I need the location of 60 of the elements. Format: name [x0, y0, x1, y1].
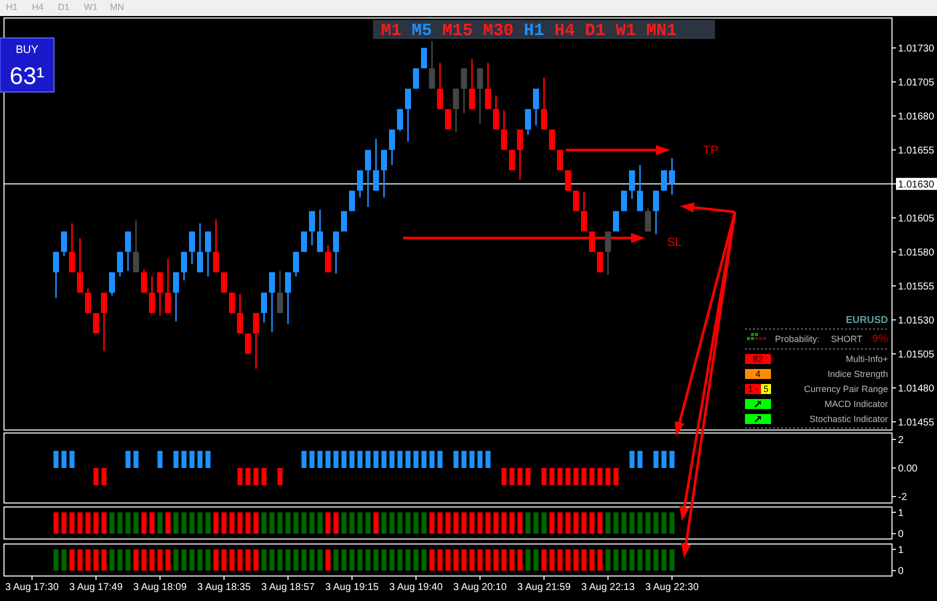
x-tick-label: 3 Aug 22:13: [581, 582, 636, 593]
x-tick-label: 3 Aug 20:10: [453, 582, 508, 593]
text: MN: [110, 2, 124, 12]
x-tick-label: 3 Aug 18:57: [261, 582, 316, 593]
y-tick-label: 1.01655: [898, 145, 935, 156]
annotation: M15: [442, 22, 473, 41]
y-tick-label: 1.01605: [898, 213, 935, 224]
text: D1: [58, 2, 70, 12]
annotation: Currency Pair Range: [804, 384, 888, 394]
annotation: H4: [554, 22, 575, 41]
annotation: Indice Strength: [827, 369, 888, 379]
annotation: 4: [755, 369, 761, 379]
annotation: Probability:: [775, 334, 820, 344]
annotation: 82: [752, 354, 764, 364]
annotation: BUY: [16, 44, 39, 56]
y-tick-label: 0: [898, 566, 904, 578]
annotation: M30: [483, 22, 514, 41]
annotation: Multi-Info+: [846, 354, 888, 364]
text: H4: [32, 2, 44, 12]
x-tick-label: 3 Aug 19:15: [325, 582, 380, 593]
text: H1: [6, 2, 18, 12]
y-tick-label: 1.01580: [898, 247, 935, 258]
annotation: W1: [616, 22, 636, 41]
annotation: EURUSD: [846, 315, 888, 326]
x-tick-label: 3 Aug 21:59: [517, 582, 572, 593]
y-tick-label: 1.01705: [898, 77, 935, 88]
annotation: 1 -: [748, 384, 758, 394]
annotation: Stochastic Indicator: [809, 414, 888, 424]
y-tick-label: 1.01680: [898, 111, 935, 122]
x-tick-label: 3 Aug 18:09: [133, 582, 188, 593]
annotation: M1: [381, 22, 402, 41]
annotation: 9%: [872, 333, 888, 345]
y-tick-label: 1.01480: [898, 383, 935, 394]
x-tick-label: 3 Aug 17:49: [69, 582, 124, 593]
y-tick-label: 1.01555: [898, 281, 935, 292]
y-tick-label: 0: [898, 529, 904, 540]
annotation: M5: [412, 22, 432, 41]
x-tick-label: 3 Aug 17:30: [5, 582, 60, 593]
y-tick-label: -2: [898, 492, 908, 504]
y-tick-label: 2: [898, 434, 904, 446]
y-tick-label: 1: [898, 508, 904, 519]
x-tick-label: 3 Aug 19:40: [389, 582, 444, 593]
annotation: SL: [667, 235, 682, 249]
y-tick-label: 1.01630: [898, 179, 935, 190]
y-tick-label: 1.01730: [898, 43, 935, 54]
annotation: TP: [703, 143, 718, 157]
y-tick-label: 1.01505: [898, 349, 935, 360]
y-tick-label: 1.01455: [898, 417, 935, 428]
annotation: 63¹: [10, 63, 44, 90]
annotation: H1: [524, 22, 544, 41]
annotation: SHORT: [831, 334, 863, 344]
x-tick-label: 3 Aug 22:30: [645, 582, 700, 593]
y-tick-label: 0.00: [898, 464, 918, 474]
x-tick-label: 3 Aug 18:35: [197, 582, 252, 593]
annotation: MN1: [646, 22, 677, 41]
y-tick-label: 1.01530: [898, 315, 935, 326]
y-tick-label: 1: [898, 544, 904, 556]
annotation: D1: [585, 22, 606, 41]
text: W1: [84, 2, 98, 12]
annotation: MACD Indicator: [824, 399, 888, 409]
